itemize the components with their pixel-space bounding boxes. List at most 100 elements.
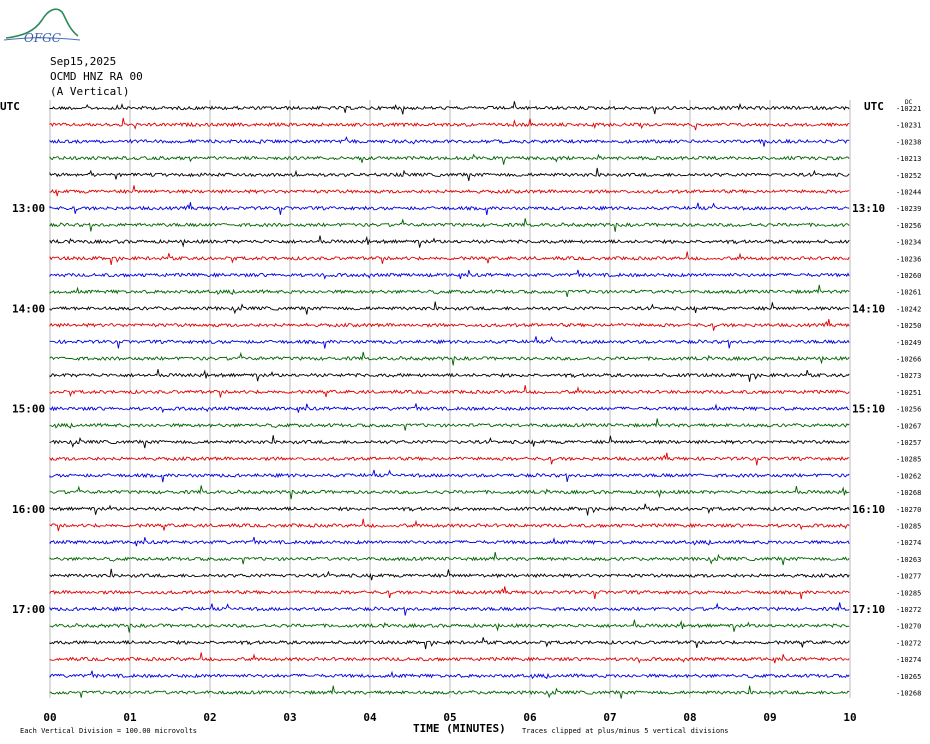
trace-offset-label: -10270 <box>896 506 921 514</box>
trace-line <box>49 469 850 483</box>
trace-offset-label: -10257 <box>896 439 921 447</box>
x-tick-label: 08 <box>683 711 696 724</box>
right-time-label: 14:10 <box>852 302 885 315</box>
grid <box>49 100 851 698</box>
footer-clip-note: Traces clipped at plus/minus 5 vertical … <box>522 727 729 735</box>
trace-offset-label: -10221 <box>896 105 921 113</box>
trace-offset-label: -10236 <box>896 255 921 263</box>
trace-offset-label: -10274 <box>896 656 921 664</box>
x-tick-label: 00 <box>43 711 56 724</box>
x-tick-label: 05 <box>443 711 456 724</box>
trace-offset-label: -10272 <box>896 639 921 647</box>
trace-line <box>49 101 850 115</box>
trace-offset-label: -10272 <box>896 606 921 614</box>
trace-offset-label: -10263 <box>896 556 921 564</box>
traces <box>49 101 850 699</box>
x-tick-label: 04 <box>363 711 377 724</box>
trace-offset-label: -10242 <box>896 305 921 313</box>
left-time-label: 13:00 <box>12 202 45 215</box>
right-time-label: 13:10 <box>852 202 885 215</box>
trace-offset-label: -10285 <box>896 456 921 464</box>
left-time-label: 16:00 <box>12 503 45 516</box>
trace-line <box>49 301 850 315</box>
trace-offset-label: -10234 <box>896 239 921 247</box>
left-utc-label: UTC <box>0 100 20 113</box>
trace-offset-label: -10244 <box>896 189 921 197</box>
trace-line <box>49 153 850 165</box>
trace-line <box>49 670 850 680</box>
component-label: (A Vertical) <box>50 85 130 98</box>
trace-offset-label: -10231 <box>896 122 921 130</box>
trace-offset-label: -10266 <box>896 356 921 364</box>
right-utc-label: UTC <box>864 100 884 113</box>
footer-scale-note: Each Vertical Division = 100.00 microvol… <box>20 727 197 735</box>
trace-offset-label: -10265 <box>896 673 921 681</box>
trace-offset-label: -10270 <box>896 623 921 631</box>
trace-line <box>49 685 850 699</box>
x-tick-label: 06 <box>523 711 537 724</box>
trace-line <box>49 518 850 532</box>
trace-line <box>49 503 850 516</box>
trace-line <box>49 369 850 382</box>
trace-line <box>49 385 850 398</box>
trace-line <box>49 202 850 216</box>
trace-line <box>49 568 850 581</box>
trace-offset-label: -10256 <box>896 222 921 230</box>
ofgc-logo: OFGC <box>3 8 81 45</box>
trace-offset-label: -10213 <box>896 155 921 163</box>
right-time-label: 16:10 <box>852 503 885 516</box>
trace-offset-label: -10252 <box>896 172 921 180</box>
x-tick-label: 09 <box>763 711 776 724</box>
trace-offset-label: -10239 <box>896 205 921 213</box>
dc-mark: DC <box>905 99 913 106</box>
trace-line <box>49 552 850 566</box>
trace-line <box>49 619 850 633</box>
trace-line <box>49 652 850 664</box>
trace-offset-label: -10285 <box>896 589 921 597</box>
trace-offset-label: -10250 <box>896 322 921 330</box>
trace-line <box>49 269 850 280</box>
trace-line <box>49 319 850 331</box>
trace-offset-label: -10238 <box>896 138 921 146</box>
trace-offset-label: -10249 <box>896 339 921 347</box>
trace-offset-label: -10268 <box>896 489 921 497</box>
trace-line <box>49 167 850 181</box>
x-tick-label: 03 <box>283 711 296 724</box>
x-tick-label: 01 <box>123 711 137 724</box>
trace-line <box>49 235 850 248</box>
trace-line <box>49 485 850 500</box>
trace-line <box>49 536 850 547</box>
trace-line <box>49 418 850 431</box>
chart-date: Sep15,2025 <box>50 55 117 68</box>
left-time-label: 17:00 <box>12 603 45 616</box>
x-axis-title: TIME (MINUTES) <box>413 722 506 735</box>
trace-line <box>49 117 850 131</box>
trace-line <box>49 403 850 414</box>
trace-line <box>49 284 850 297</box>
trace-line <box>49 218 850 232</box>
left-time-label: 14:00 <box>12 302 45 315</box>
trace-line <box>49 637 850 650</box>
trace-line <box>49 435 850 449</box>
trace-line <box>49 185 850 197</box>
trace-offset-label: -10277 <box>896 573 921 581</box>
left-time-label: 15:00 <box>12 403 45 416</box>
trace-offset-label: -10261 <box>896 289 921 297</box>
trace-line <box>49 251 850 265</box>
trace-offset-label: -10285 <box>896 523 921 531</box>
trace-offset-label: -10251 <box>896 389 921 397</box>
trace-offset-label: -10256 <box>896 406 921 414</box>
trace-line <box>49 136 850 147</box>
trace-offset-label: -10274 <box>896 539 921 547</box>
labels: 00 01 02 03 04 05 06 07 08 09 10 -10221 -10231 -10238… <box>12 105 921 724</box>
right-time-label: 17:10 <box>852 603 885 616</box>
trace-line <box>49 452 850 466</box>
trace-offset-label: -10267 <box>896 422 921 430</box>
trace-line <box>49 351 850 366</box>
trace-line <box>49 586 850 600</box>
trace-offset-label: -10262 <box>896 472 921 480</box>
x-tick-label: 02 <box>203 711 216 724</box>
trace-line <box>49 335 850 349</box>
trace-offset-label: -10268 <box>896 690 921 698</box>
